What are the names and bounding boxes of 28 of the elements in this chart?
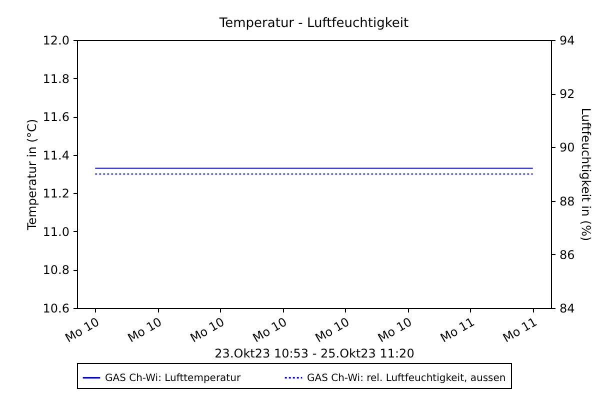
y2-tick-label: 86: [560, 248, 575, 262]
chart-title: Temperatur - Luftfeuchtigkeit: [218, 16, 409, 31]
x-tick-label: Mo 10: [125, 314, 164, 346]
x-tick-label: Mo 11: [438, 314, 477, 346]
y2-tick-label: 90: [560, 140, 575, 155]
y-tick-label: 11.4: [42, 148, 70, 162]
x-tick-label: Mo 11: [500, 314, 540, 346]
y-axis-title: Temperatur in (°C): [24, 118, 39, 232]
x-axis-title: 23.Okt23 10:53 - 25.Okt23 11:20: [214, 346, 414, 360]
x-tick-label: Mo 10: [188, 314, 227, 346]
y2-tick-label: 84: [560, 302, 575, 316]
x-tick-label: Mo 10: [375, 314, 414, 346]
y-tick-label: 11.2: [42, 186, 70, 201]
x-tick-label: Mo 10: [312, 314, 352, 346]
y2-tick-label: 92: [560, 87, 575, 102]
y-tick-label: 12.0: [42, 34, 70, 48]
x-tick-label: Mo 10: [62, 314, 102, 346]
legend-label: GAS Ch-Wi: rel. Luftfeuchtigkeit, aussen: [307, 372, 506, 384]
y2-tick-label: 88: [560, 194, 575, 208]
y2-tick-label: 94: [560, 34, 575, 48]
y-tick-label: 11.0: [42, 224, 70, 239]
y-tick-label: 11.8: [42, 72, 70, 86]
y2-axis-title: Luftfeuchtigkeit in (%): [578, 108, 593, 242]
y-tick-label: 10.8: [42, 263, 70, 278]
y-tick-label: 10.6: [42, 302, 70, 316]
x-tick-label: Mo 10: [250, 314, 290, 346]
legend-label: GAS Ch-Wi: Lufttemperatur: [105, 372, 242, 384]
y-tick-label: 11.6: [42, 110, 70, 124]
